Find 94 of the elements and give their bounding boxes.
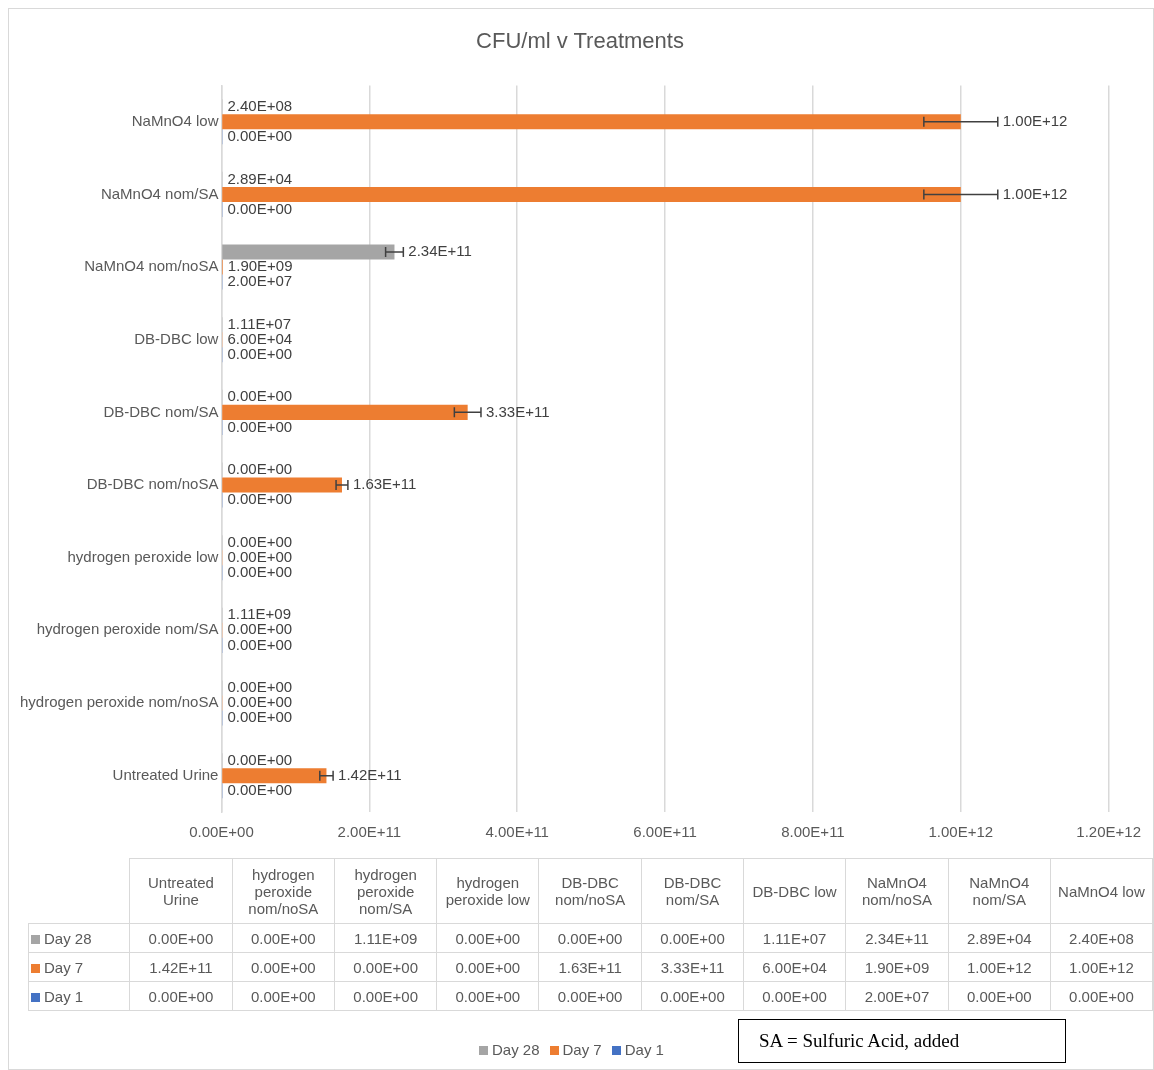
data-label: 2.89E+04 <box>227 169 293 187</box>
data-label: 0.00E+00 <box>227 562 293 580</box>
data-label: 0.00E+00 <box>227 417 293 435</box>
text: 0.00E+00 <box>660 929 725 947</box>
text: 1.42E+11 <box>149 958 213 976</box>
data-label: 0.00E+00 <box>227 344 293 362</box>
data-label: 0.00E+00 <box>227 635 293 653</box>
data-label: 1.11E+09 <box>227 605 291 623</box>
legend-label: Day 1 <box>28 981 130 1011</box>
category-label: DB-DBC nom/noSA <box>555 874 626 908</box>
category-label: hydrogen peroxide low <box>445 874 530 908</box>
x-tick-label: 0.00E+00 <box>189 823 254 841</box>
text: 0.00E+00 <box>455 929 521 947</box>
data-label: 0.00E+00 <box>227 532 293 550</box>
text: 0.00E+00 <box>251 929 316 947</box>
category-label: hydrogen peroxide nom/SA <box>354 865 417 917</box>
data-label: 1.42E+11 <box>338 765 402 783</box>
y-tick-label: NaMnO4 nom/SA <box>100 184 219 202</box>
y-tick-label: hydrogen peroxide nom/SA <box>36 620 219 638</box>
data-label: 0.00E+00 <box>227 678 293 696</box>
category-label: NaMnO4 nom/SA <box>969 874 1030 908</box>
text: 0.00E+00 <box>557 929 623 947</box>
data-label: 0.00E+00 <box>227 199 293 217</box>
data-label: 1.11E+07 <box>227 314 291 332</box>
data-label: 0.00E+00 <box>227 460 293 478</box>
text: 0.00E+00 <box>966 987 1032 1005</box>
text: 0.00E+00 <box>148 987 214 1005</box>
legend-label: Day 7 <box>28 952 130 982</box>
text: 2.40E+08 <box>1069 929 1134 947</box>
category-label: DB-DBC nom/SA <box>663 874 722 908</box>
text: Day 1 <box>624 1041 664 1058</box>
text: 0.00E+00 <box>660 987 725 1005</box>
text: 0.00E+00 <box>251 987 316 1005</box>
text: SA = Sulfuric Acid, added <box>738 1019 1066 1063</box>
data-label: 0.00E+00 <box>227 750 293 768</box>
text: 0.00E+00 <box>251 958 316 976</box>
text: 3.33E+11 <box>660 958 725 976</box>
x-tick-label: 6.00E+11 <box>633 823 697 841</box>
data-label: 0.00E+00 <box>227 490 293 508</box>
data-label: 1.90E+09 <box>227 257 293 275</box>
x-tick-label: 8.00E+11 <box>781 823 845 841</box>
y-tick-label: NaMnO4 low <box>131 111 219 129</box>
text: 2.89E+04 <box>966 929 1032 947</box>
text: 1.90E+09 <box>864 958 930 976</box>
text: 1.11E+07 <box>762 929 827 947</box>
text: 0.00E+00 <box>557 987 623 1005</box>
data-label: 1.63E+11 <box>352 475 417 493</box>
text: 0.00E+00 <box>353 987 418 1005</box>
text: Day 28 <box>492 1041 540 1058</box>
y-tick-label: hydrogen peroxide nom/noSA <box>20 693 219 711</box>
text: 0.00E+00 <box>353 958 418 976</box>
legend-label: Day 28 <box>28 923 130 953</box>
data-label: 0.00E+00 <box>227 780 293 798</box>
text: 0.00E+00 <box>455 958 521 976</box>
data-label: 0.00E+00 <box>227 547 293 565</box>
text: Day 7 <box>562 1041 602 1058</box>
text: 1.11E+09 <box>353 929 418 947</box>
text: 6.00E+04 <box>762 958 827 976</box>
data-label: 6.00E+04 <box>227 329 293 347</box>
text: 1.00E+12 <box>966 958 1032 976</box>
data-label: 1.00E+12 <box>1002 111 1068 129</box>
x-tick-label: 2.00E+11 <box>337 823 402 841</box>
category-label: hydrogen peroxide nom/noSA <box>248 865 319 917</box>
text: 0.00E+00 <box>1069 987 1134 1005</box>
x-tick-label: 4.00E+11 <box>485 823 549 841</box>
data-label: 2.40E+08 <box>227 96 293 114</box>
y-tick-label: DB-DBC low <box>134 329 219 347</box>
data-label: 0.00E+00 <box>227 620 293 638</box>
data-label: 3.33E+11 <box>485 402 550 420</box>
category-label: NaMnO4 nom/noSA <box>861 874 932 908</box>
y-tick-label: Untreated Urine <box>112 765 219 783</box>
chart-title: CFU/ml v Treatments <box>476 28 684 54</box>
data-label: 1.00E+12 <box>1002 184 1068 202</box>
category-label: NaMnO4 low <box>1058 882 1145 900</box>
text: 0.00E+00 <box>148 929 214 947</box>
data-label: 0.00E+00 <box>227 126 293 144</box>
text: 2.00E+07 <box>864 987 930 1005</box>
data-label: 0.00E+00 <box>227 387 293 405</box>
x-tick-label: 1.20E+12 <box>1076 823 1142 841</box>
text: 0.00E+00 <box>762 987 827 1005</box>
data-label: 0.00E+00 <box>227 708 293 726</box>
text: 1.00E+12 <box>1069 958 1134 976</box>
text: 0.00E+00 <box>455 987 521 1005</box>
y-tick-label: NaMnO4 nom/noSA <box>84 257 219 275</box>
data-label: 0.00E+00 <box>227 693 293 711</box>
x-tick-label: 1.00E+12 <box>928 823 994 841</box>
data-label: 2.00E+07 <box>227 272 293 290</box>
text: 1.63E+11 <box>558 958 622 976</box>
category-label: DB-DBC low <box>752 882 837 900</box>
text: 2.34E+11 <box>865 929 929 947</box>
y-tick-label: DB-DBC nom/SA <box>103 402 219 420</box>
y-tick-label: hydrogen peroxide low <box>67 547 219 565</box>
y-tick-label: DB-DBC nom/noSA <box>86 475 219 493</box>
data-label: 2.34E+11 <box>408 242 472 260</box>
